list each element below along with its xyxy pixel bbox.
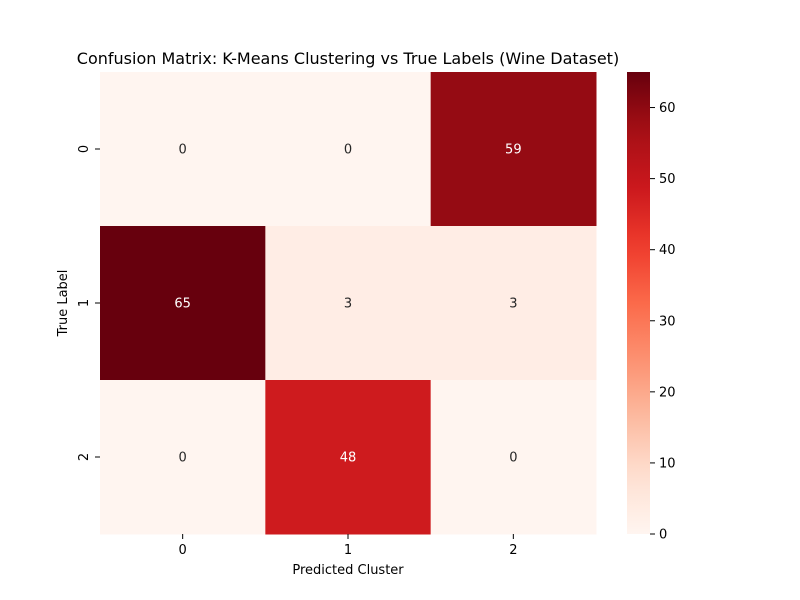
- x-tick-label: 0: [179, 543, 187, 558]
- colorbar-tick-label: 60: [659, 101, 676, 116]
- heatmap-cell: [100, 380, 266, 535]
- cell-value-label: 65: [174, 297, 191, 312]
- x-tick-label: 1: [344, 543, 352, 558]
- chart-title: Confusion Matrix: K-Means Clustering vs …: [77, 49, 619, 68]
- colorbar-tick-label: 20: [659, 385, 676, 400]
- cell-value-label: 0: [179, 143, 187, 158]
- heatmap-cell: [100, 226, 266, 381]
- cell-value-label: 59: [505, 143, 522, 158]
- heatmap-cell: [265, 226, 432, 381]
- colorbar-ticks: 0 10 20 30 40 50 60: [650, 101, 676, 543]
- x-axis-label: Predicted Cluster: [292, 563, 404, 578]
- colorbar-tick-label: 10: [659, 456, 676, 471]
- heatmap-cell: [430, 72, 597, 227]
- y-tick-label: 1: [77, 299, 92, 307]
- x-axis-ticks: 0 1 2: [179, 534, 517, 558]
- heatmap-cell: [265, 72, 432, 227]
- x-tick-label: 2: [509, 543, 517, 558]
- heatmap-cell: [430, 226, 597, 381]
- heatmap-cell: [265, 380, 432, 535]
- cell-value-label: 0: [509, 451, 517, 466]
- y-axis-label: True Label: [56, 270, 71, 338]
- colorbar-tick-label: 0: [659, 528, 667, 543]
- heatmap-cell-labels: 0 0 59 65 3 3 0 48 0: [174, 143, 521, 466]
- y-tick-label: 2: [77, 453, 92, 461]
- colorbar-tick-label: 50: [659, 172, 676, 187]
- y-tick-label: 0: [77, 145, 92, 153]
- cell-value-label: 0: [179, 451, 187, 466]
- cell-value-label: 3: [509, 297, 517, 312]
- colorbar: [627, 72, 650, 534]
- cell-value-label: 0: [344, 143, 352, 158]
- cell-value-label: 3: [344, 297, 352, 312]
- heatmap-cells: [100, 72, 597, 535]
- cell-value-label: 48: [340, 451, 357, 466]
- colorbar-tick-label: 30: [659, 314, 676, 329]
- heatmap-cell: [100, 72, 266, 227]
- colorbar-tick-label: 40: [659, 243, 676, 258]
- heatmap-cell: [430, 380, 597, 535]
- y-axis-ticks: 0 1 2: [77, 145, 100, 461]
